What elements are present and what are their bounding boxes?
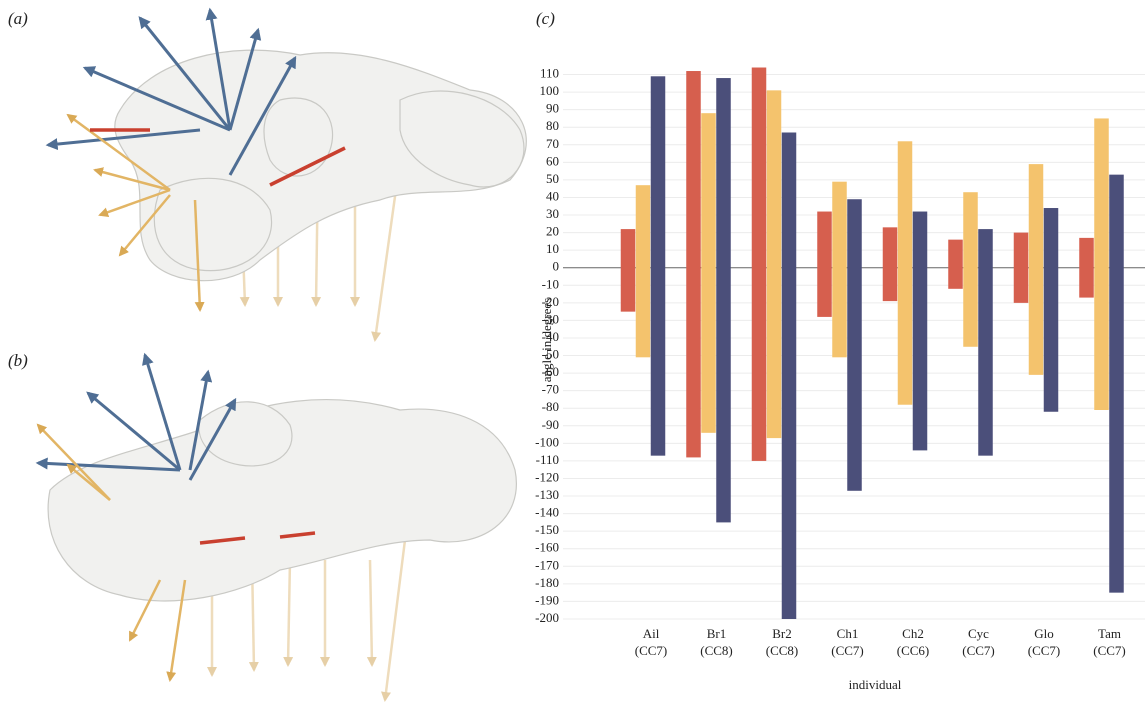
range-bar [716, 78, 731, 522]
x-tick-sublabel: (CC7) [635, 643, 668, 658]
range-bar [782, 132, 797, 619]
y-tick-label: -40 [542, 329, 559, 344]
x-tick-sublabel: (CC8) [700, 643, 733, 658]
vertebrae-view-b [38, 355, 516, 700]
y-tick-label: -110 [536, 452, 559, 467]
range-bar [686, 71, 701, 457]
y-tick-label: -120 [535, 469, 559, 484]
range-bar [883, 227, 898, 301]
y-tick-label: 70 [546, 136, 559, 151]
range-bar [978, 229, 993, 456]
range-bar [913, 212, 928, 451]
y-tick-label: -160 [535, 540, 559, 555]
x-axis-label: individual [849, 677, 902, 692]
y-tick-label: -30 [542, 311, 559, 326]
y-tick-label: -150 [535, 522, 559, 537]
y-tick-label: -100 [535, 434, 559, 449]
x-tick-sublabel: (CC7) [962, 643, 995, 658]
y-tick-label: -190 [535, 592, 559, 607]
y-tick-label: -80 [542, 399, 559, 414]
x-tick-label: Cyc [968, 626, 989, 641]
y-tick-label: 50 [546, 171, 559, 186]
y-tick-label: -70 [542, 382, 559, 397]
range-bar [1044, 208, 1059, 412]
y-tick-label: 90 [546, 101, 559, 116]
x-tick-label: Br1 [707, 626, 727, 641]
range-bar [832, 182, 847, 358]
y-tick-label: -50 [542, 347, 559, 362]
y-tick-label: 100 [540, 83, 560, 98]
x-tick-label: Tam [1098, 626, 1121, 641]
y-tick-label: 60 [546, 153, 559, 168]
y-tick-label: -60 [542, 364, 559, 379]
y-tick-label: -130 [535, 487, 559, 502]
range-bar [767, 90, 782, 438]
vertebrae-view-a [48, 10, 526, 340]
range-bar [636, 185, 651, 357]
x-tick-sublabel: (CC7) [1093, 643, 1126, 658]
y-tick-label: -20 [542, 294, 559, 309]
figure: (a) (b) [0, 0, 1145, 711]
range-bar [1079, 238, 1094, 298]
y-tick-label: -180 [535, 575, 559, 590]
x-tick-label: Ch2 [902, 626, 924, 641]
panel-label: (c) [536, 9, 555, 28]
range-bar [898, 141, 913, 404]
y-tick-label: 110 [540, 66, 559, 81]
x-tick-sublabel: (CC6) [897, 643, 930, 658]
x-tick-sublabel: (CC7) [831, 643, 864, 658]
range-bar [701, 113, 716, 433]
range-bar [1014, 233, 1029, 303]
range-bar [651, 76, 666, 455]
y-tick-label: 80 [546, 118, 559, 133]
range-bar [1109, 175, 1124, 593]
range-bar [752, 68, 767, 461]
y-tick-label: 0 [553, 259, 560, 274]
y-tick-label: -140 [535, 505, 559, 520]
range-bar [948, 240, 963, 289]
panel-label: (b) [8, 351, 28, 370]
panel-label: (a) [8, 9, 28, 28]
y-tick-label: -200 [535, 610, 559, 625]
y-tick-label: 30 [546, 206, 559, 221]
x-tick-label: Br2 [772, 626, 792, 641]
y-tick-label: -90 [542, 417, 559, 432]
y-tick-label: -170 [535, 557, 559, 572]
y-tick-label: -10 [542, 276, 559, 291]
range-bar [847, 199, 862, 491]
x-tick-label: Glo [1034, 626, 1054, 641]
range-bar [1094, 118, 1109, 410]
y-tick-label: 10 [546, 241, 559, 256]
x-tick-sublabel: (CC8) [766, 643, 799, 658]
range-bar [817, 212, 832, 317]
range-bar [963, 192, 978, 347]
y-tick-label: 40 [546, 188, 559, 203]
range-bar [1029, 164, 1044, 375]
x-tick-label: Ail [643, 626, 660, 641]
x-tick-label: Ch1 [837, 626, 859, 641]
x-tick-sublabel: (CC7) [1028, 643, 1061, 658]
range-bar [621, 229, 636, 312]
y-tick-label: 20 [546, 224, 559, 239]
